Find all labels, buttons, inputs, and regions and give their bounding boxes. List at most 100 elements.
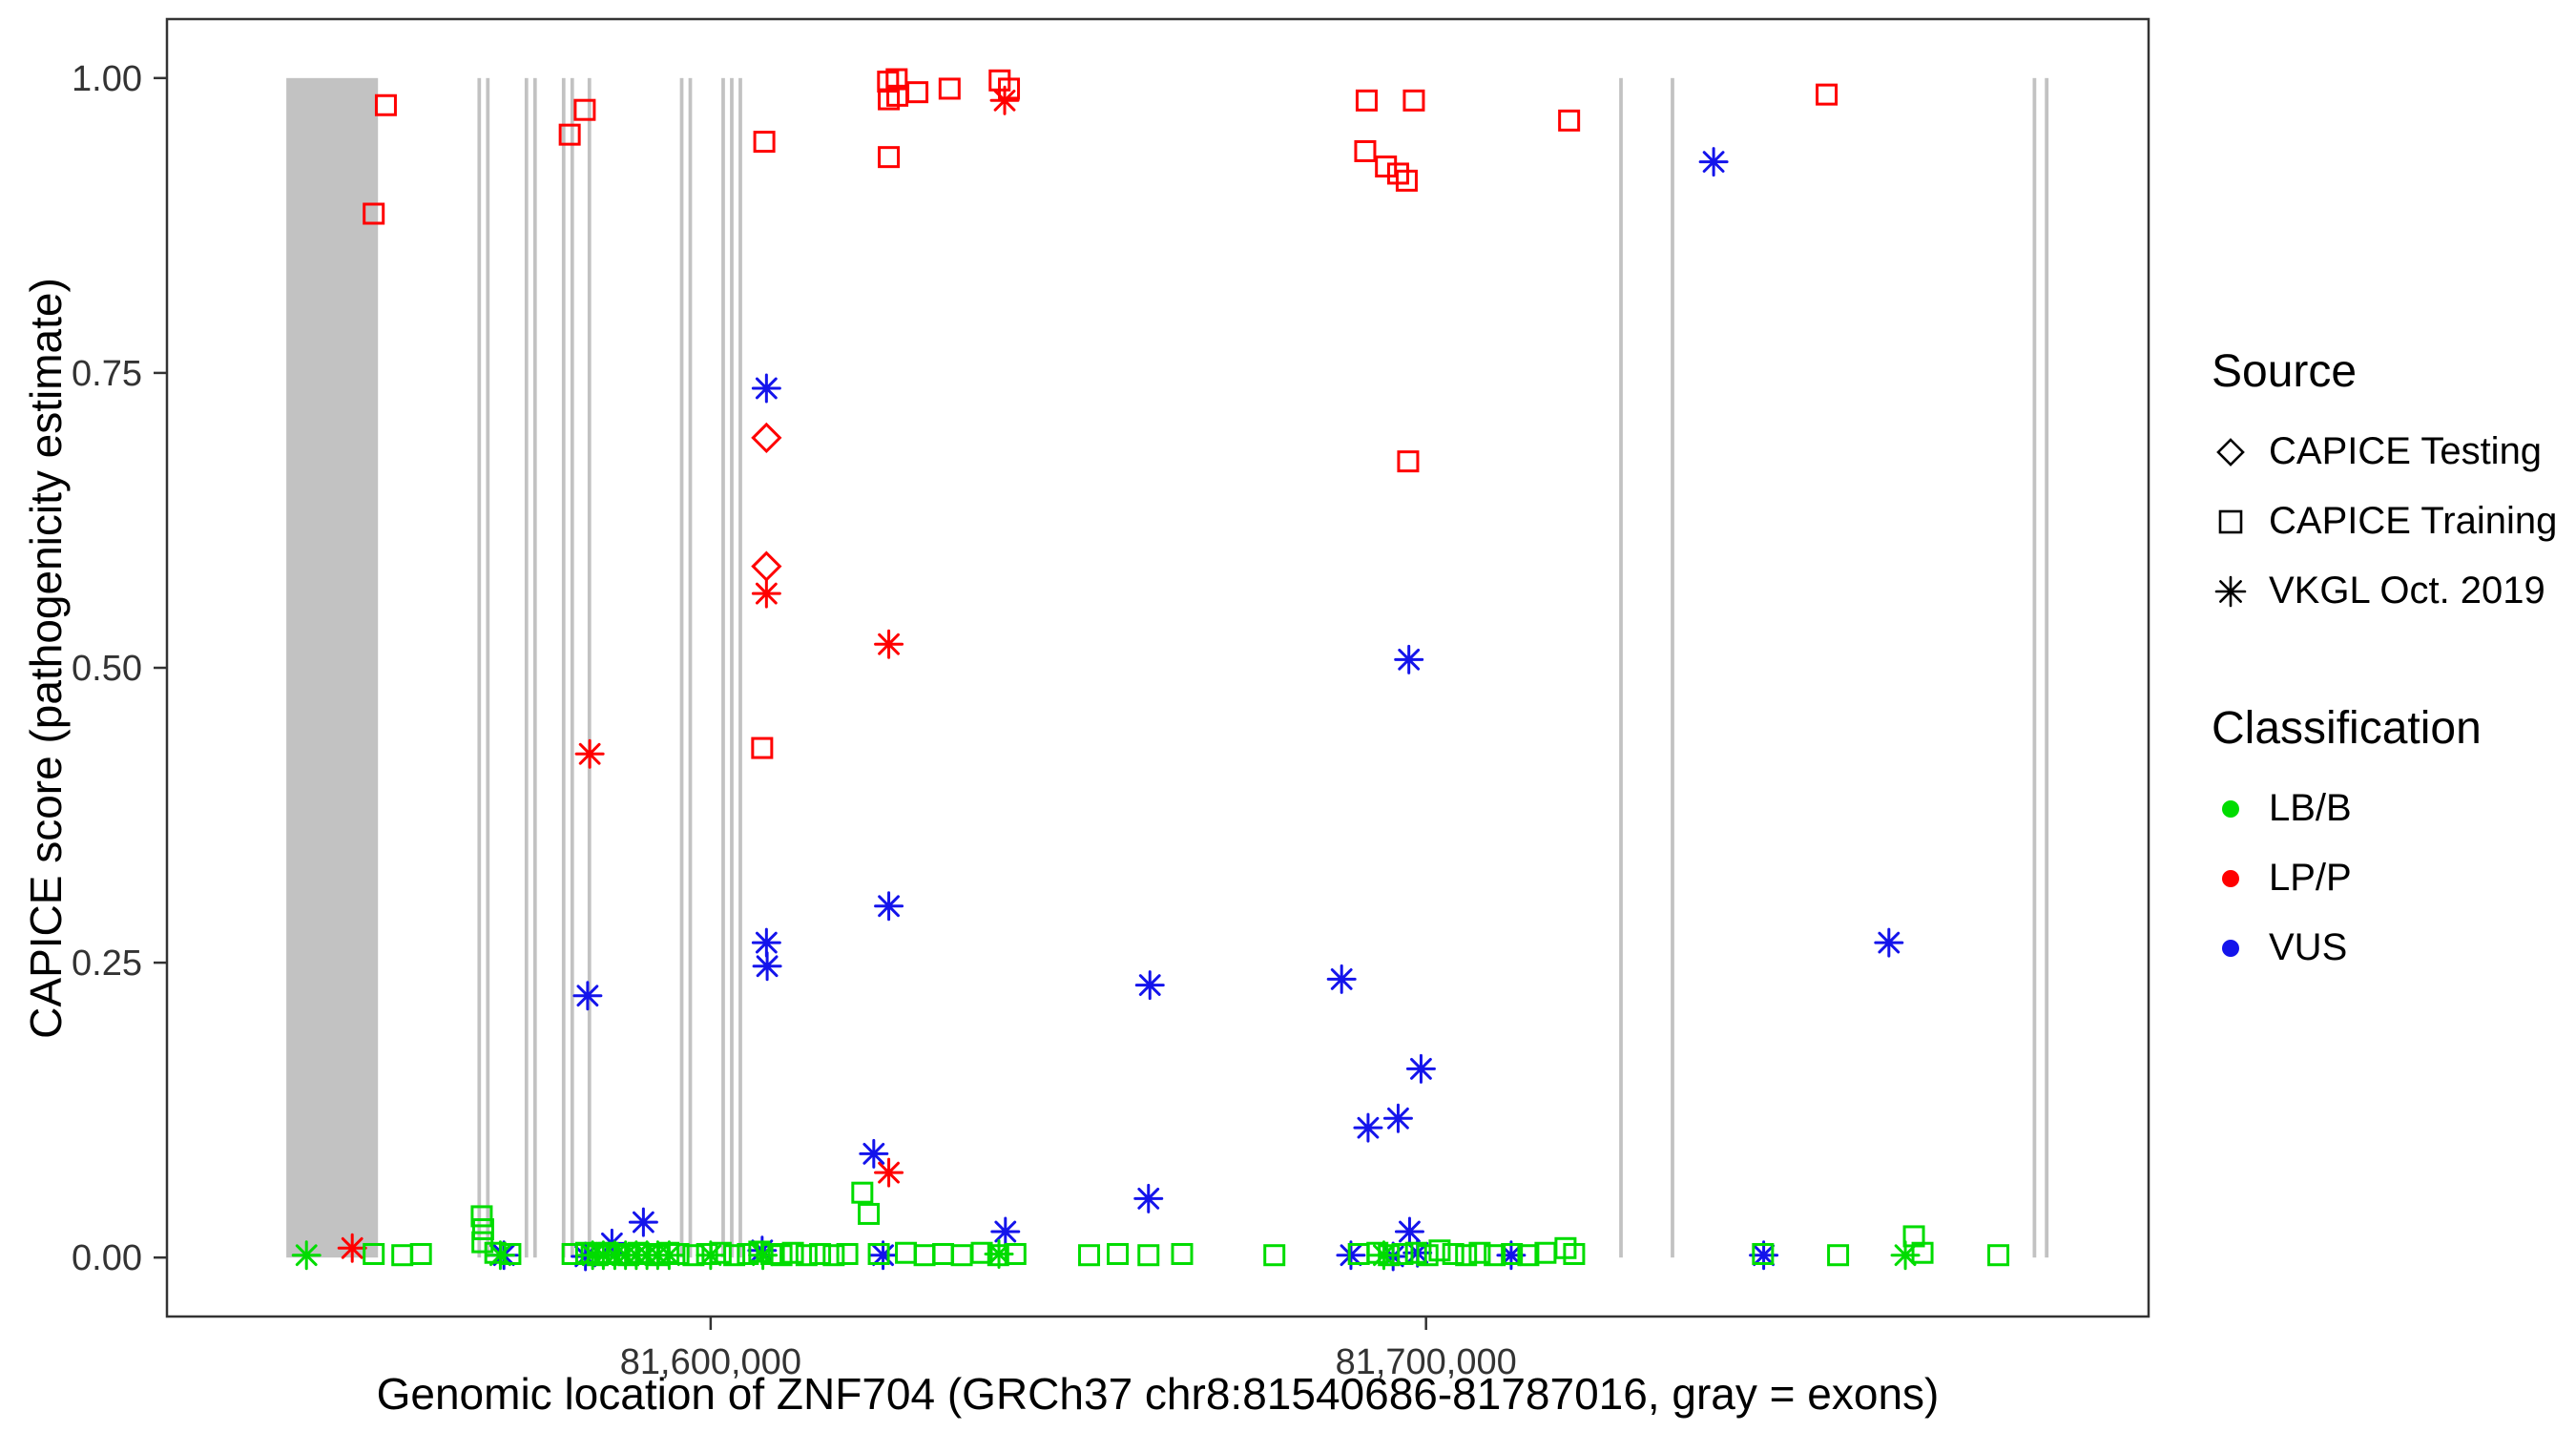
data-point (851, 1181, 874, 1204)
data-point (1987, 1244, 2010, 1267)
data-point (895, 1241, 918, 1264)
legend-item-label: VUS (2269, 926, 2348, 968)
data-point (1382, 1103, 1413, 1133)
data-point (409, 1242, 432, 1265)
data-point (374, 93, 397, 116)
data-point (748, 1240, 779, 1271)
data-point (1078, 1244, 1101, 1267)
data-point (990, 1216, 1021, 1247)
data-point (1263, 1244, 1286, 1267)
data-point (1171, 1242, 1194, 1265)
exon-region (286, 77, 379, 1258)
data-point (1397, 450, 1420, 473)
data-point (998, 77, 1021, 100)
data-point (337, 1233, 367, 1263)
data-point (1416, 1244, 1439, 1267)
data-point (391, 1244, 414, 1267)
data-point (1133, 1183, 1164, 1213)
data-point (989, 85, 1020, 115)
data-point (751, 422, 782, 454)
data-point (1368, 1240, 1399, 1271)
exon-region (2045, 77, 2049, 1258)
red-dot-icon (2222, 869, 2239, 887)
data-point (1354, 139, 1377, 162)
legend-item-lbb: LB/B (2212, 774, 2557, 843)
y-axis-tick-label: 0.50 (72, 649, 142, 689)
data-point (1404, 1241, 1427, 1264)
data-point (874, 891, 904, 922)
data-point (751, 736, 774, 759)
square-icon (2218, 509, 2243, 533)
data-point (572, 981, 603, 1011)
data-point (1698, 147, 1729, 177)
data-point (1496, 1240, 1527, 1271)
x-axis-title: Genomic location of ZNF704 (GRCh37 chr8:… (376, 1369, 1940, 1419)
data-point (1484, 1244, 1506, 1267)
exon-region (486, 77, 490, 1258)
data-point (1749, 1240, 1779, 1271)
y-axis-tick-label: 0.00 (72, 1238, 142, 1278)
legend-item-vkgl: VKGL Oct. 2019 (2212, 556, 2557, 626)
data-point (906, 81, 929, 104)
data-point (1326, 964, 1357, 994)
data-point (752, 951, 782, 982)
data-point (1395, 169, 1418, 192)
data-point (753, 131, 776, 154)
data-point (628, 1207, 658, 1237)
legend-item-label: CAPICE Training (2269, 500, 2558, 542)
data-point (470, 1205, 493, 1228)
data-point (291, 1240, 322, 1271)
data-point (874, 629, 904, 659)
data-point (859, 1138, 889, 1169)
blue-dot-icon (2222, 939, 2239, 957)
data-point (484, 1241, 507, 1264)
data-point (858, 1202, 881, 1225)
data-point (363, 1242, 385, 1265)
legend-item-vus: VUS (2212, 913, 2557, 983)
panel-border (165, 17, 2150, 1318)
exon-region (738, 77, 742, 1258)
x-axis-tick-label: 81,600,000 (620, 1342, 801, 1382)
exon-region (532, 77, 537, 1258)
legend-classification-section: Classification LB/B LP/P VUS (2212, 702, 2557, 983)
legend-classification-title: Classification (2212, 703, 2482, 754)
data-point (1827, 1244, 1850, 1267)
exon-region (1671, 77, 1674, 1258)
data-point (1394, 1216, 1424, 1247)
data-point (874, 1157, 904, 1188)
legend-item-label: LB/B (2269, 787, 2352, 829)
data-point (822, 1244, 845, 1267)
exon-region (587, 77, 592, 1258)
data-point (1134, 970, 1165, 1001)
data-point (1911, 1241, 1934, 1264)
data-point (1558, 109, 1581, 132)
exon-region (688, 77, 693, 1258)
data-point (913, 1244, 936, 1267)
data-point (654, 1240, 684, 1271)
data-point (1402, 89, 1425, 112)
x-axis-tick-label: 81,700,000 (1336, 1342, 1517, 1382)
data-point (751, 578, 781, 609)
data-point (1563, 1242, 1586, 1265)
exon-region (477, 77, 482, 1258)
data-point (868, 1240, 899, 1271)
data-point (1428, 1239, 1451, 1262)
data-point (1394, 644, 1424, 674)
data-point (1353, 1112, 1383, 1143)
data-point (558, 123, 581, 146)
data-point (1816, 83, 1839, 106)
legend-item-capice-testing: CAPICE Testing (2212, 417, 2557, 487)
data-point (751, 550, 782, 582)
exon-region (1619, 77, 1623, 1258)
data-point (751, 927, 781, 958)
data-point (1137, 1244, 1160, 1267)
data-point (1455, 1244, 1478, 1267)
exon-region (721, 77, 725, 1258)
legend-item-label: VKGL Oct. 2019 (2269, 570, 2545, 612)
data-point (795, 1244, 818, 1267)
data-point (1336, 1240, 1366, 1271)
data-point (1874, 927, 1904, 958)
data-point (1752, 1242, 1775, 1265)
